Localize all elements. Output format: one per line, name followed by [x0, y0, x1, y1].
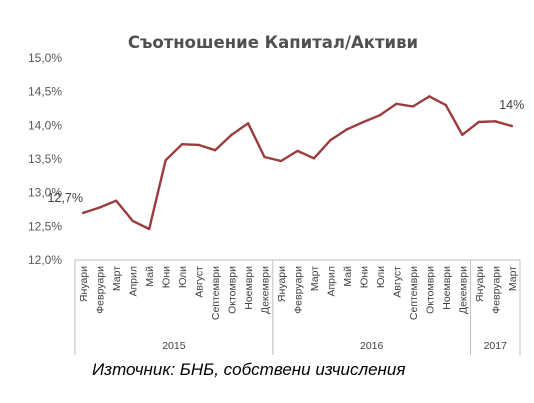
data-point: [98, 206, 101, 209]
x-tick-label: Април: [325, 266, 337, 297]
data-label: 14%: [499, 98, 524, 112]
data-point: [296, 149, 299, 153]
x-tick-label: Ноември: [441, 266, 453, 310]
y-tick-label: 13,0%: [28, 186, 62, 200]
y-tick-label: 14,5%: [28, 85, 62, 99]
x-tick-label: Декември: [457, 266, 469, 314]
data-point: [115, 199, 118, 202]
x-tick-label: Февруари: [95, 266, 107, 314]
chart-title: Съотношение Капитал/Активи: [128, 33, 418, 52]
data-point: [444, 103, 448, 107]
data-point: [213, 149, 217, 152]
data-point: [395, 102, 398, 105]
data-point: [477, 120, 480, 124]
x-tick-label: Август: [391, 266, 403, 298]
data-point: [378, 114, 382, 117]
x-tick-label: Юни: [161, 266, 173, 288]
y-tick-label: 14,0%: [28, 118, 62, 132]
data-label: 12,7%: [48, 191, 83, 205]
source-note: Източник: БНБ, собствени изчисления: [92, 360, 406, 379]
y-tick-label: 15,0%: [28, 51, 62, 65]
data-point: [312, 157, 316, 160]
data-point: [131, 219, 134, 223]
data-point: [461, 133, 464, 136]
data-point: [246, 122, 250, 125]
x-tick-label: Февруари: [490, 266, 502, 314]
x-tick-label: Октомври: [227, 266, 239, 314]
x-tick-label: Януари: [474, 266, 486, 302]
x-tick-label: Януари: [78, 266, 90, 302]
x-tick-label: Ноември: [243, 266, 255, 310]
y-tick-label: 12,5%: [28, 219, 62, 233]
year-label: 2016: [360, 340, 384, 352]
data-point: [230, 133, 233, 136]
x-tick-label: Февруари: [293, 266, 305, 314]
x-tick-label: Юли: [177, 266, 189, 288]
y-axis: 12,0% 12,5% 13,0% 13,5% 14,0% 14,5% 15,0%: [28, 51, 62, 267]
x-tick-label: Декември: [260, 266, 272, 314]
x-tick-label: Март: [111, 266, 123, 291]
data-point: [494, 120, 497, 123]
series-line: [81, 95, 513, 231]
x-tick-label: Март: [309, 266, 321, 291]
year-label: 2015: [162, 340, 186, 352]
plot-area: 12,7% 14%: [48, 95, 524, 231]
data-point: [428, 95, 431, 98]
data-point: [82, 211, 85, 215]
x-tick-label: Май: [342, 266, 354, 287]
x-axis: Януари Февруари Март Април Май Юни Юли Август Се…: [74, 259, 521, 355]
data-point: [164, 159, 167, 162]
data-point: [197, 143, 200, 147]
data-point: [147, 227, 151, 231]
x-tick-label: Януари: [276, 266, 288, 302]
data-point: [329, 138, 332, 142]
data-point: [345, 128, 349, 131]
data-point: [362, 120, 365, 124]
x-tick-label: Май: [144, 266, 156, 287]
data-point: [510, 124, 513, 128]
year-label: 2017: [484, 340, 508, 352]
x-tick-label: Юни: [358, 266, 370, 288]
x-tick-label: Октомври: [424, 266, 436, 314]
x-tick-label: Юли: [375, 266, 387, 288]
x-tick-label: Август: [194, 266, 206, 298]
x-tick-label: Март: [507, 266, 519, 291]
y-tick-label: 12,0%: [28, 253, 62, 267]
data-point: [180, 142, 184, 146]
x-tick-label: Септември: [210, 266, 222, 320]
x-tick-label: Септември: [408, 266, 420, 320]
data-point: [411, 105, 415, 108]
y-tick-label: 13,5%: [28, 152, 62, 166]
data-point: [279, 159, 283, 163]
data-point: [263, 155, 266, 159]
x-tick-label: Април: [128, 266, 140, 297]
